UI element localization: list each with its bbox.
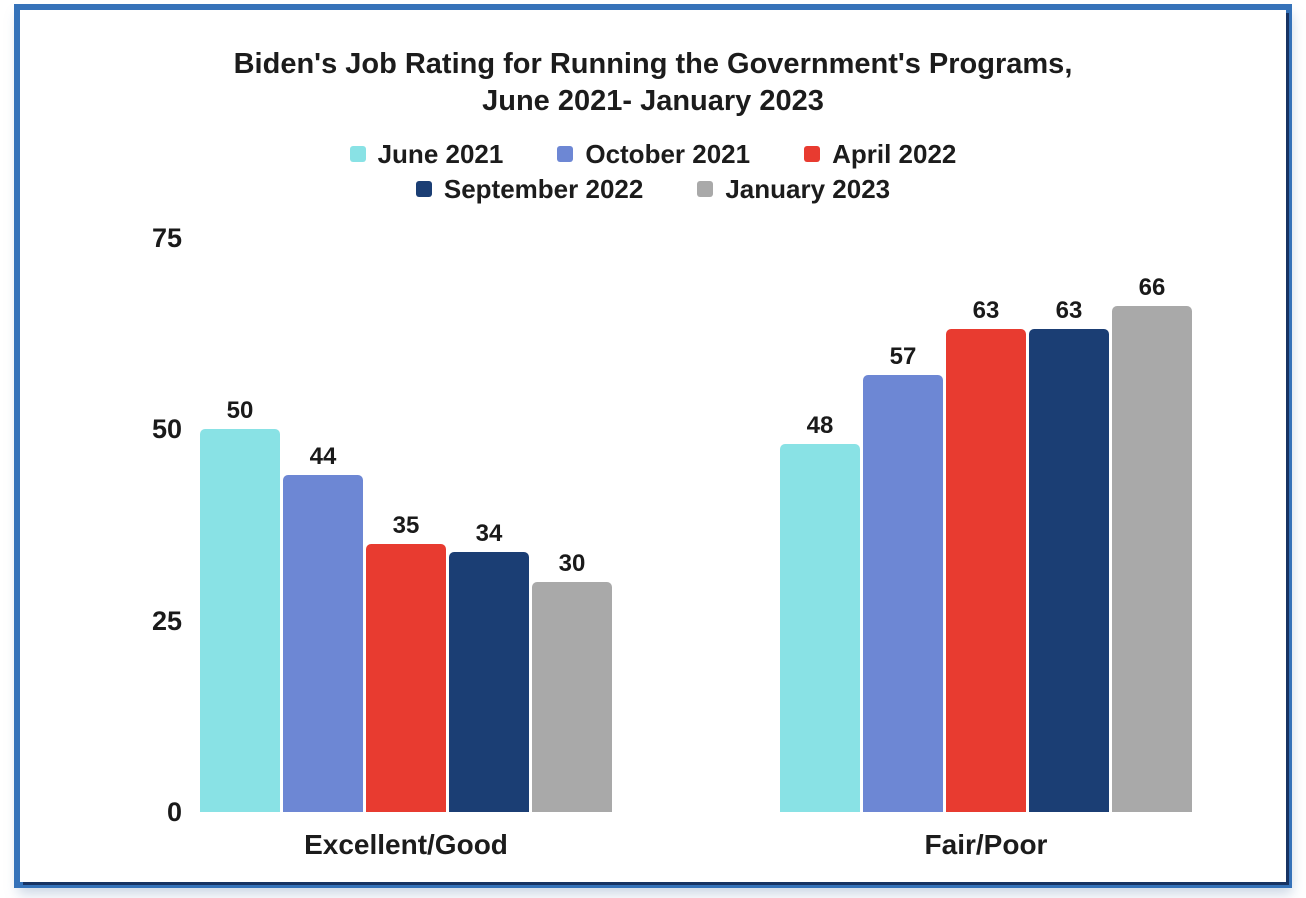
- bar-value-label: 66: [1138, 274, 1166, 301]
- legend-swatch-icon: [804, 146, 821, 162]
- legend-item: September 2022: [415, 174, 644, 204]
- chart-title-line-1: Biden's Job Rating for Running the Gover…: [233, 48, 1073, 80]
- legend-row: September 2022 January 2023: [415, 174, 890, 204]
- bar: [532, 582, 612, 812]
- bar-value-label: 30: [558, 550, 586, 577]
- bar-column: 35: [366, 513, 446, 812]
- legend-item: June 2021: [349, 139, 504, 169]
- chart-canvas: Biden's Job Rating for Running the Gover…: [20, 10, 1286, 882]
- bar-value-label: 63: [1055, 297, 1083, 324]
- bar-value-label: 34: [475, 520, 503, 547]
- category-label-fair-poor: Fair/Poor: [924, 829, 1048, 860]
- bar: [283, 475, 363, 812]
- bar-column: 63: [946, 298, 1026, 812]
- bar: [946, 329, 1026, 812]
- legend-row: June 2021 October 2021 April 2022: [349, 139, 956, 169]
- legend-item: January 2023: [697, 174, 890, 204]
- bar-group-fair-poor: 48 57 63 63 66: [780, 275, 1192, 812]
- bar-value-label: 50: [226, 397, 254, 424]
- legend-label: June 2021: [377, 139, 504, 169]
- chart-title: Biden's Job Rating for Running the Gover…: [20, 46, 1286, 120]
- bar: [1029, 329, 1109, 812]
- chart-title-line-2: June 2021- January 2023: [482, 85, 824, 117]
- legend-swatch-icon: [415, 181, 432, 197]
- chart-frame: Biden's Job Rating for Running the Gover…: [14, 4, 1292, 888]
- bar: [1112, 306, 1192, 812]
- bar: [449, 552, 529, 812]
- bar: [200, 429, 280, 812]
- bar-column: 34: [449, 521, 529, 812]
- legend-label: January 2023: [725, 174, 891, 204]
- bar-column: 44: [283, 444, 363, 812]
- bar: [366, 544, 446, 812]
- bar-value-label: 48: [806, 412, 834, 439]
- legend-swatch-icon: [349, 146, 366, 162]
- bar-column: 57: [863, 344, 943, 812]
- bar-column: 30: [532, 551, 612, 812]
- bar-group-excellent-good: 50 44 35 34 30: [200, 398, 612, 812]
- legend-item: April 2022: [804, 139, 956, 169]
- legend-swatch-icon: [557, 146, 574, 162]
- y-tick-label: 50: [151, 414, 182, 444]
- legend-label: September 2022: [443, 174, 644, 204]
- bar: [863, 375, 943, 812]
- legend-item: October 2021: [557, 139, 750, 169]
- legend-label: April 2022: [832, 139, 957, 169]
- chart-legend: June 2021 October 2021 April 2022 September…: [20, 139, 1286, 204]
- bar-value-label: 44: [309, 443, 337, 470]
- y-tick-label: 25: [151, 605, 182, 636]
- bar-column: 66: [1112, 275, 1192, 812]
- bar-value-label: 35: [392, 512, 420, 539]
- category-label-excellent-good: Excellent/Good: [304, 829, 508, 860]
- bar-value-label: 57: [889, 343, 917, 370]
- bar-value-label: 63: [972, 297, 1000, 324]
- legend-swatch-icon: [697, 181, 714, 197]
- bar-column: 48: [780, 413, 860, 812]
- bar: [780, 444, 860, 812]
- y-tick-label: 75: [151, 222, 182, 253]
- bar-column: 63: [1029, 298, 1109, 812]
- bar-column: 50: [200, 398, 280, 812]
- y-tick-label: 0: [166, 797, 182, 827]
- legend-label: October 2021: [585, 139, 751, 169]
